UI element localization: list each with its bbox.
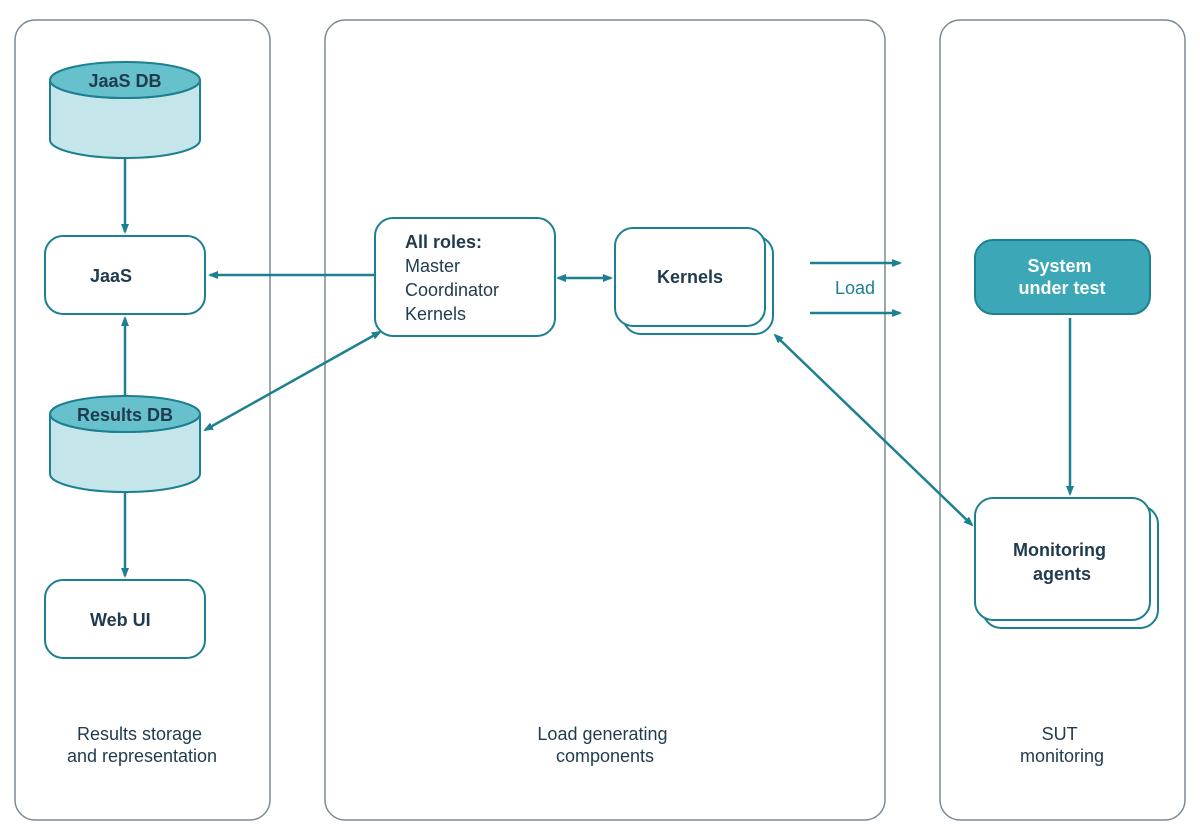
label-load: Load (835, 278, 875, 298)
node-kernels: Kernels (615, 228, 773, 334)
node-system-under-test: System under test (975, 240, 1150, 314)
label-jaas: JaaS (90, 266, 132, 286)
group-sut-monitoring (940, 20, 1185, 820)
label-all-roles-l2: Master (405, 256, 460, 276)
node-web-ui: Web UI (45, 580, 205, 658)
architecture-diagram: Results storage and representation Load … (0, 0, 1200, 832)
node-results-db: Results DB (50, 396, 200, 492)
label-web-ui: Web UI (90, 610, 151, 630)
label-kernels: Kernels (657, 267, 723, 287)
label-all-roles-l1: All roles: (405, 232, 482, 252)
label-results-db: Results DB (77, 405, 173, 425)
node-jaas-db: JaaS DB (50, 62, 200, 158)
group-load-generating (325, 20, 885, 820)
label-jaas-db: JaaS DB (88, 71, 161, 91)
node-all-roles: All roles: Master Coordinator Kernels (375, 218, 555, 336)
label-all-roles-l3: Coordinator (405, 280, 499, 300)
node-monitoring-agents: Monitoring agents (975, 498, 1158, 628)
label-all-roles-l4: Kernels (405, 304, 466, 324)
node-jaas: JaaS (45, 236, 205, 314)
